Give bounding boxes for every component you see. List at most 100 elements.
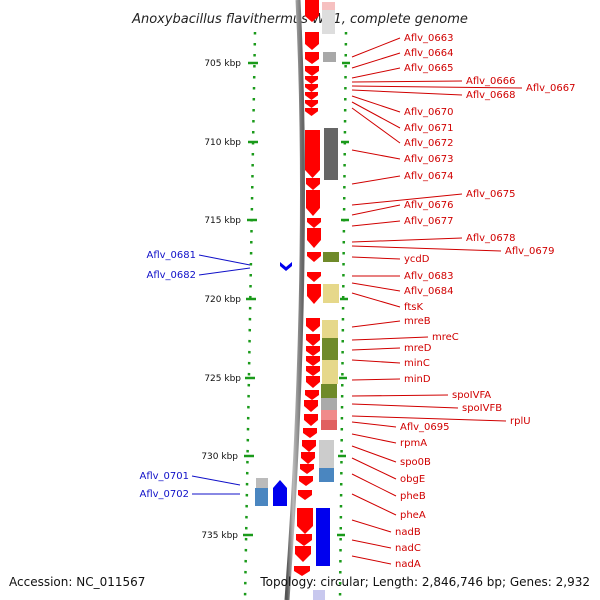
- label-leader-line: [191, 475, 241, 486]
- forward-genes: [294, 0, 321, 576]
- gene-label: Aflv_0695: [400, 422, 450, 433]
- label-leader-line: [351, 433, 397, 444]
- label-leader-lines: [191, 37, 523, 565]
- gene-label: Aflv_0673: [404, 154, 454, 165]
- label-leader-line: [351, 519, 392, 533]
- forward-gene-arrow: [306, 190, 320, 216]
- gene-label: rplU: [510, 416, 531, 427]
- forward-gene-arrow: [305, 66, 319, 76]
- block-light-gray-1: [322, 10, 335, 34]
- gene-label: Aflv_0665: [404, 63, 454, 74]
- guide-line-left: [243, 31, 257, 600]
- gene-label: obgE: [400, 474, 425, 485]
- label-leader-line: [351, 394, 449, 397]
- topology-text: Topology: circular; Length: 2,846,746 bp…: [259, 575, 590, 589]
- gene-label: mreC: [432, 332, 459, 343]
- gene-labels: Aflv_0663 Aflv_0664 Aflv_0665 Aflv_0666 Aflv…: [139, 33, 575, 570]
- gene-label: pheB: [400, 491, 426, 502]
- label-leader-line: [351, 149, 401, 160]
- label-leader-line: [198, 254, 251, 266]
- gene-label: Aflv_0666: [466, 76, 516, 87]
- forward-gene-arrow: [299, 476, 313, 486]
- accession-text: Accession: NC_011567: [9, 575, 145, 589]
- gene-label: minD: [404, 374, 431, 385]
- label-leader-line: [351, 336, 429, 341]
- reverse-gene-arrow: [273, 480, 287, 506]
- gene-label: Aflv_0671: [404, 123, 454, 134]
- gene-label: Aflv_0677: [404, 216, 454, 227]
- forward-gene-arrow: [294, 566, 310, 576]
- label-leader-line: [351, 539, 392, 549]
- gene-label: Aflv_0672: [404, 138, 454, 149]
- gene-label: Aflv_0667: [526, 83, 576, 94]
- forward-gene-arrow: [305, 390, 319, 400]
- block-yellow-2: [322, 320, 338, 338]
- block-yellow-3: [322, 360, 338, 384]
- kbp-label-715: 715 kbp: [204, 216, 241, 226]
- kbp-ticks: 705 kbp 710 kbp 715 kbp 720 kbp 725 kbp …: [201, 59, 350, 541]
- forward-gene-arrow: [305, 108, 318, 116]
- block-yellow-1: [323, 284, 339, 303]
- forward-gene-arrow: [297, 508, 313, 534]
- forward-gene-arrow: [305, 100, 318, 108]
- gene-label: Aflv_0678: [466, 233, 516, 244]
- label-leader-line: [351, 67, 401, 79]
- forward-gene-arrow: [305, 84, 318, 92]
- forward-gene-arrow: [303, 428, 317, 438]
- forward-gene-arrow: [305, 76, 318, 84]
- block-left-steel-blue: [255, 488, 268, 506]
- label-leader-line: [351, 282, 401, 292]
- label-leader-line: [198, 267, 251, 276]
- forward-gene-arrow: [305, 0, 319, 22]
- gene-label: nadC: [395, 543, 421, 554]
- label-leader-line: [351, 204, 401, 216]
- label-leader-line: [351, 52, 401, 69]
- label-leader-line: [351, 80, 463, 83]
- gene-label: Aflv_0679: [505, 246, 555, 257]
- label-leader-line: [351, 256, 401, 260]
- forward-gene-arrow: [306, 356, 320, 366]
- gene-label: Aflv_0682: [146, 270, 196, 281]
- gene-label: mreB: [404, 316, 431, 327]
- gene-label: ycdD: [404, 254, 430, 265]
- gene-label: mreD: [404, 343, 432, 354]
- label-leader-line: [351, 415, 507, 422]
- gene-label: Aflv_0664: [404, 48, 454, 59]
- label-leader-line: [351, 457, 397, 480]
- block-steel-blue: [319, 468, 334, 482]
- forward-gene-arrow: [307, 252, 321, 262]
- label-leader-line: [351, 445, 397, 463]
- block-olive-1: [323, 252, 339, 262]
- label-leader-line: [351, 237, 463, 243]
- gene-label: Aflv_0683: [404, 271, 454, 282]
- forward-gene-arrow: [307, 284, 321, 304]
- gene-label: Aflv_0670: [404, 107, 454, 118]
- gene-label: rpmA: [400, 438, 427, 449]
- forward-gene-arrow: [300, 464, 314, 474]
- label-leader-line: [351, 493, 397, 516]
- forward-gene-arrow: [307, 272, 321, 282]
- kbp-label-720: 720 kbp: [204, 295, 241, 305]
- label-leader-line: [351, 175, 401, 185]
- forward-gene-arrow: [307, 228, 321, 248]
- label-leader-line: [351, 89, 463, 96]
- label-leader-line: [351, 292, 401, 308]
- label-leader-line: [351, 473, 397, 497]
- forward-gene-arrow: [307, 218, 321, 228]
- gene-label: Aflv_0702: [139, 489, 189, 500]
- reverse-genes: [273, 262, 330, 600]
- label-leader-line: [351, 107, 401, 144]
- label-leader-line: [351, 245, 502, 252]
- annotation-blocks: [255, 2, 339, 506]
- block-olive-2: [322, 338, 338, 360]
- block-gray-1: [323, 52, 336, 62]
- label-leader-line: [351, 220, 401, 227]
- gene-label: spo0B: [400, 457, 431, 468]
- label-leader-line: [351, 37, 401, 58]
- kbp-label-730: 730 kbp: [201, 452, 238, 462]
- label-leader-line: [351, 421, 397, 428]
- label-leader-line: [351, 347, 401, 351]
- gene-label: Aflv_0675: [466, 189, 516, 200]
- gene-label: minC: [404, 358, 430, 369]
